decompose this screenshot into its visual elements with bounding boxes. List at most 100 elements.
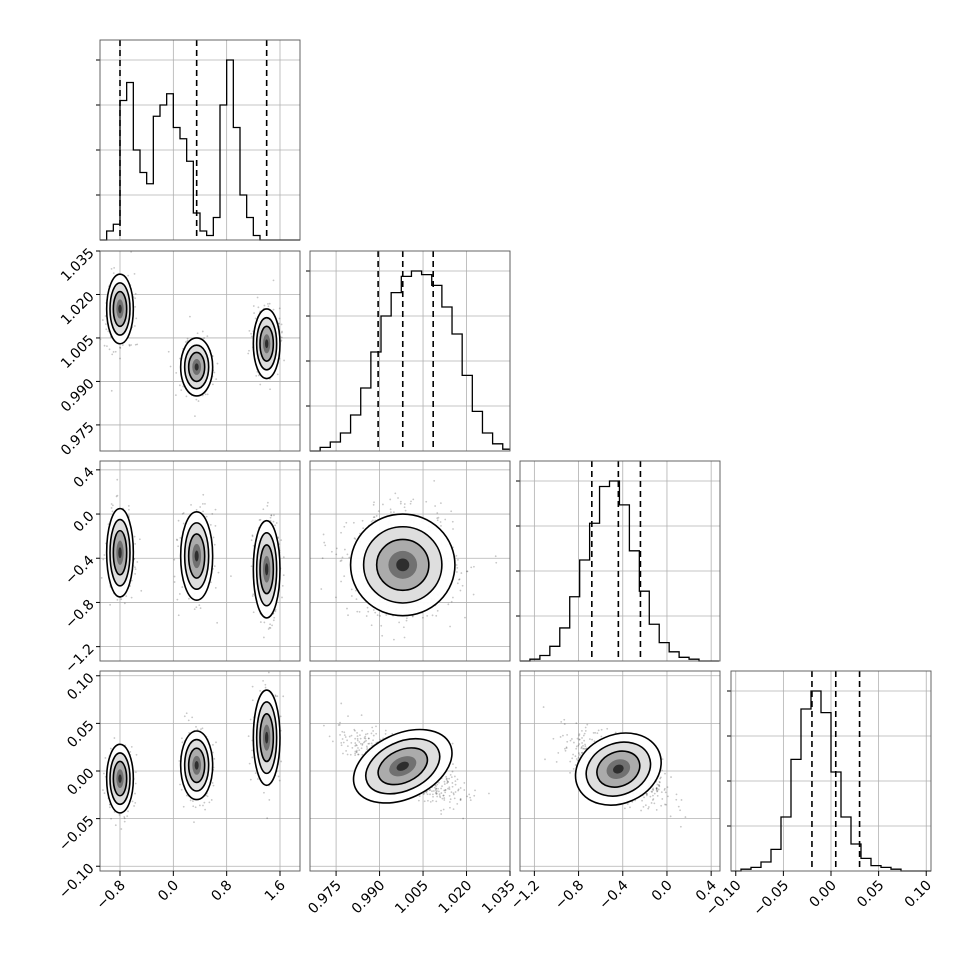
hist-panel-1 — [306, 250, 511, 452]
sample-point — [448, 794, 451, 797]
sample-point — [179, 783, 181, 786]
sample-point — [403, 503, 406, 505]
sample-point — [343, 548, 346, 551]
sample-point — [354, 538, 357, 540]
sample-point — [375, 725, 377, 728]
sample-point — [403, 506, 406, 509]
sample-point — [452, 528, 454, 530]
sample-point — [364, 735, 367, 738]
panel-frame — [309, 460, 511, 662]
sample-point — [253, 312, 255, 314]
sample-point — [119, 347, 122, 349]
contour-level — [194, 550, 199, 562]
sample-point — [111, 353, 114, 356]
sample-point — [127, 505, 130, 507]
sample-point — [459, 799, 462, 802]
sample-point — [110, 503, 113, 505]
sample-point — [346, 607, 348, 610]
sample-point — [457, 789, 459, 792]
sample-point — [427, 799, 429, 802]
sample-point — [108, 348, 111, 351]
sample-point — [179, 537, 182, 539]
sample-point — [446, 782, 448, 785]
sample-point — [657, 784, 660, 786]
sample-point — [204, 808, 206, 811]
sample-point — [111, 510, 114, 513]
sample-point — [127, 810, 129, 813]
hist-panel-2 — [516, 460, 721, 662]
sample-point — [252, 305, 255, 307]
sample-point — [345, 750, 347, 752]
sample-point — [250, 565, 253, 568]
sample-point — [252, 544, 255, 547]
sample-point — [444, 791, 447, 794]
sample-point — [442, 794, 445, 797]
sample-point — [451, 742, 454, 745]
sample-point — [494, 555, 497, 558]
sample-point — [104, 757, 107, 759]
hist-step — [100, 59, 300, 241]
sample-point — [434, 505, 437, 507]
sample-point — [435, 791, 438, 793]
sample-point — [379, 614, 382, 617]
sample-point — [211, 512, 214, 515]
sample-point — [169, 365, 172, 368]
sample-point — [123, 820, 126, 823]
sample-point — [393, 638, 395, 641]
sample-point — [450, 776, 453, 779]
sample-point — [134, 782, 137, 785]
sample-point — [199, 607, 202, 610]
sample-point — [215, 741, 217, 744]
sample-point — [185, 794, 188, 797]
sample-points — [100, 251, 285, 418]
sample-point — [134, 343, 137, 346]
sample-point — [557, 752, 560, 754]
sample-point — [455, 554, 458, 557]
sample-point — [269, 627, 272, 629]
sample-point — [130, 344, 132, 346]
sample-point — [357, 747, 359, 749]
sample-point — [278, 307, 281, 310]
sample-point — [368, 742, 371, 745]
scatter-panel-3-1 — [309, 670, 511, 872]
sample-point — [356, 735, 359, 738]
sample-point — [474, 789, 476, 792]
sample-point — [440, 787, 443, 790]
sample-point — [180, 389, 183, 392]
sample-point — [104, 323, 107, 325]
corner-panels: −0.8 0.0 0.8 1.6 0.975 0.990 1.005 1.020 1.035−1… — [56, 39, 935, 919]
sample-point — [201, 727, 204, 730]
sample-point — [418, 795, 421, 797]
sample-point — [437, 516, 440, 519]
sample-point — [425, 791, 428, 794]
sample-point — [452, 596, 454, 599]
sample-point — [123, 602, 126, 605]
sample-point — [582, 747, 585, 750]
sample-point — [436, 792, 438, 795]
sample-point — [123, 817, 126, 820]
sample-point — [264, 686, 267, 689]
sample-point — [370, 732, 373, 735]
sample-point — [463, 782, 466, 784]
sample-point — [274, 610, 277, 613]
sample-point — [274, 695, 277, 698]
sample-point — [405, 619, 408, 622]
sample-point — [178, 760, 181, 762]
sample-point — [452, 763, 454, 765]
sample-point — [182, 805, 185, 808]
sample-point — [349, 753, 352, 756]
sample-point — [356, 731, 358, 734]
scatter-panel-3-0 — [99, 670, 301, 872]
sample-point — [669, 815, 672, 818]
sample-point — [453, 797, 456, 800]
sample-point — [208, 801, 211, 804]
sample-point — [133, 272, 136, 275]
sample-point — [111, 504, 114, 507]
sample-point — [384, 729, 387, 732]
sample-point — [362, 741, 365, 744]
sample-point — [457, 558, 459, 561]
sample-point — [321, 557, 324, 560]
sample-point — [201, 330, 204, 333]
sample-point — [109, 747, 112, 750]
sample-point — [449, 806, 451, 809]
